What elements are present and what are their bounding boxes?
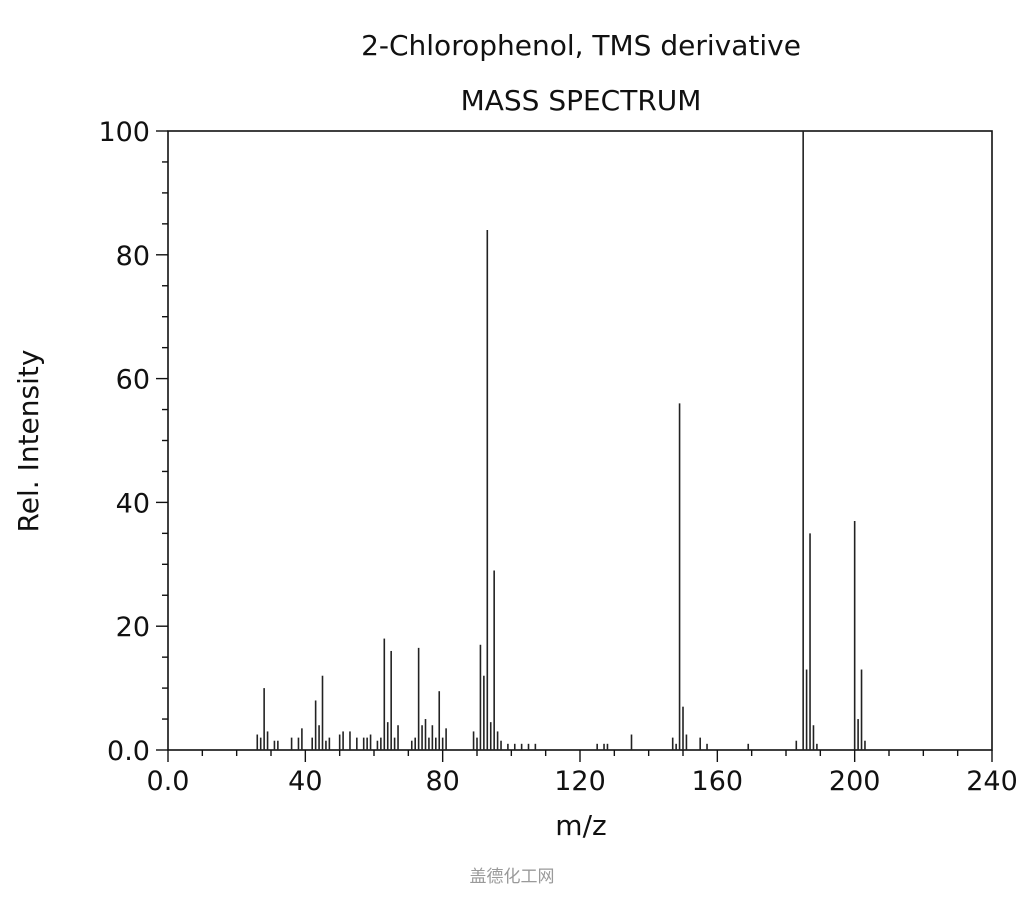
x-axis-ticks: 0.0 40 80 120 160 200 240: [147, 750, 1018, 797]
x-tick-label: 240: [966, 766, 1018, 797]
x-axis-label: m/z: [555, 809, 606, 842]
y-axis-ticks: 0.0 20 40 60 80 100: [98, 117, 168, 767]
plot-frame: [167, 130, 993, 751]
x-tick-label: 200: [829, 766, 881, 797]
x-tick-label: 120: [554, 766, 606, 797]
x-tick-label: 40: [288, 766, 322, 797]
y-tick-label: 20: [116, 612, 150, 643]
y-tick-label: 0.0: [107, 736, 150, 767]
y-tick-label: 100: [98, 117, 150, 148]
watermark-text: 盖德化工网: [469, 867, 555, 887]
y-tick-label: 80: [116, 241, 150, 272]
x-tick-label: 80: [425, 766, 459, 797]
peak-series: [256, 131, 866, 750]
x-tick-label: 0.0: [147, 766, 190, 797]
chart-title: 2-Chlorophenol, TMS derivative: [361, 29, 801, 62]
plot-border: [167, 130, 993, 751]
y-tick-label: 60: [116, 365, 150, 396]
x-tick-label: 160: [692, 766, 744, 797]
y-axis-label: Rel. Intensity: [12, 350, 45, 533]
y-tick-label: 40: [116, 488, 150, 519]
chart-subtitle: MASS SPECTRUM: [461, 84, 702, 117]
